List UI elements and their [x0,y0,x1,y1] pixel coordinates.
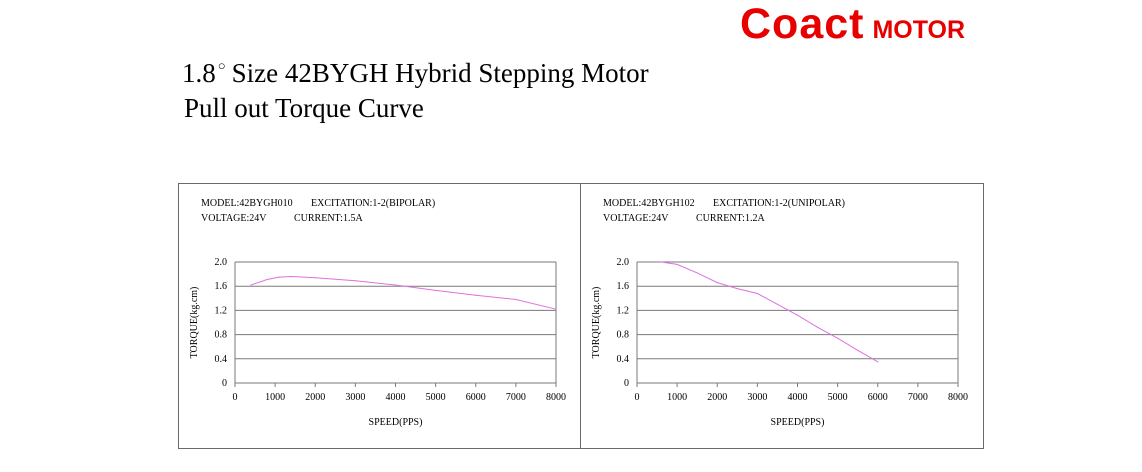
x-tick-label: 2000 [707,392,727,403]
title-motor-name: Size 42BYGH Hybrid Stepping Motor [231,58,649,88]
x-tick-label: 0 [233,392,238,403]
brand-logo: Coact MOTOR [740,0,966,48]
data-point [555,308,557,310]
x-tick-label: 3000 [747,392,767,403]
x-tick-label: 8000 [948,392,968,403]
y-tick-label: 0 [222,378,227,389]
y-axis-label: TORQUE(kg.cm) [189,287,200,359]
data-point [696,272,698,274]
y-tick-label: 0 [624,378,629,389]
data-point [736,288,738,290]
y-tick-label: 2.0 [617,257,630,268]
data-point [314,277,316,279]
excitation-label: EXCITATION:1-2(BIPOLAR) [311,198,435,209]
x-axis-label: SPEED(PPS) [369,417,423,428]
x-tick-label: 8000 [546,392,566,403]
degree-symbol: ○ [217,58,226,73]
data-point [354,280,356,282]
torque-curve-line [250,275,557,310]
model-label: MODEL:42BYGH010 [201,198,293,209]
data-point [660,261,662,263]
chart-panel-unipolar: MODEL:42BYGH102 EXCITATION:1-2(UNIPOLAR) V… [580,183,984,449]
data-point [290,275,292,278]
data-point [756,292,758,295]
y-tick-label: 1.2 [617,305,630,316]
data-point [857,349,859,351]
excitation-label: EXCITATION:1-2(UNIPOLAR) [713,198,845,209]
x-tick-label: 1000 [667,392,687,403]
voltage-label: VOLTAGE:24V [603,213,669,224]
torque-curve-line [661,261,879,363]
x-tick-label: 7000 [506,392,526,403]
data-point [278,276,280,278]
title-step-angle: 1.8 [182,58,216,88]
y-tick-label: 0.8 [215,330,228,341]
data-point [435,289,437,292]
data-point [837,337,839,339]
y-axis-label: TORQUE(kg.cm) [591,287,602,359]
data-point [475,294,477,296]
y-tick-label: 0.4 [617,354,630,365]
current-label: CURRENT:1.5A [294,213,363,224]
x-tick-label: 5000 [426,392,446,403]
x-axis-label: SPEED(PPS) [771,417,825,428]
y-tick-label: 1.6 [617,281,630,292]
x-tick-label: 0 [635,392,640,403]
y-tick-label: 0.8 [617,330,630,341]
x-tick-label: 6000 [868,392,888,403]
data-point [676,263,678,266]
data-point [515,298,517,301]
x-tick-label: 7000 [908,392,928,403]
x-tick-label: 5000 [828,392,848,403]
x-tick-label: 4000 [386,392,406,403]
current-label: CURRENT:1.2A [696,213,765,224]
chart-panel-bipolar: MODEL:42BYGH010 EXCITATION:1-2(BIPOLAR) VO… [178,183,582,449]
x-tick-label: 3000 [345,392,365,403]
data-point [796,314,799,316]
torque-chart-unipolar: MODEL:42BYGH102 EXCITATION:1-2(UNIPOLAR) V… [591,198,968,428]
data-point [250,284,252,286]
data-point [816,326,819,328]
y-tick-label: 2.0 [215,257,228,268]
voltage-label: VOLTAGE:24V [201,213,267,224]
x-tick-label: 1000 [265,392,285,403]
data-point [716,281,718,284]
page-subtitle: Pull out Torque Curve [184,93,424,123]
y-tick-label: 1.6 [215,281,228,292]
model-label: MODEL:42BYGH102 [603,198,695,209]
data-point [266,278,268,281]
y-tick-label: 0.4 [215,354,228,365]
x-tick-label: 6000 [466,392,486,403]
x-tick-label: 2000 [305,392,325,403]
torque-chart-bipolar: MODEL:42BYGH010 EXCITATION:1-2(BIPOLAR) VO… [189,198,566,428]
data-point [776,303,779,305]
brand-suffix: MOTOR [872,16,966,44]
data-point [877,361,879,363]
brand-name: Coact [740,0,865,48]
page-title: 1.8 ○ Size 42BYGH Hybrid Stepping Motor [182,58,649,89]
data-point [394,284,397,286]
x-tick-label: 4000 [788,392,808,403]
y-tick-label: 1.2 [215,305,228,316]
